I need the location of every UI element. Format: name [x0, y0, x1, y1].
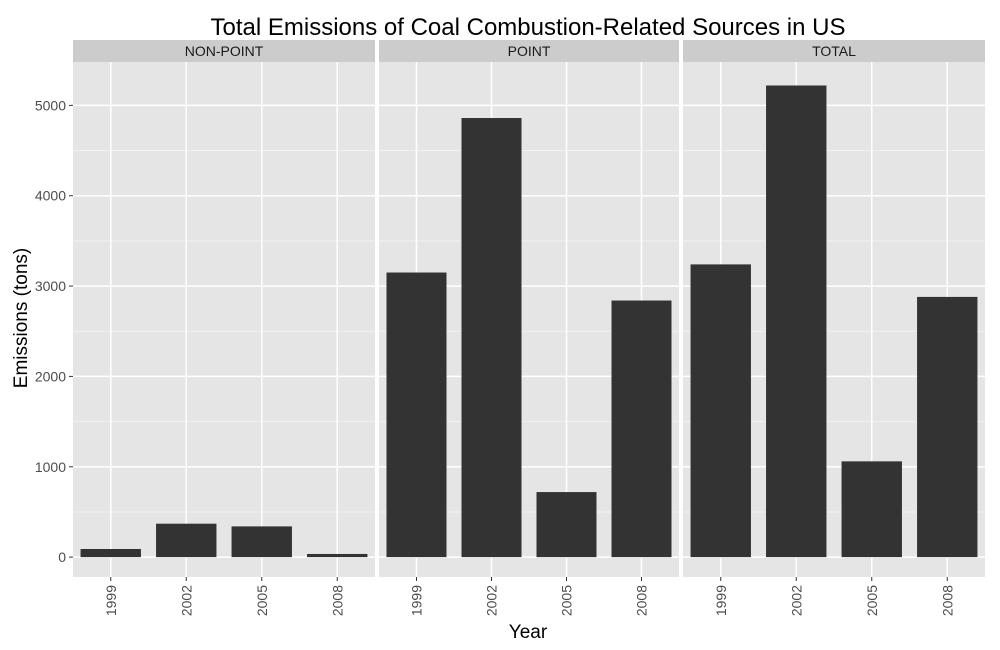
- x-tick-label: 1999: [713, 585, 729, 616]
- bar-non-point-2005: [231, 526, 292, 558]
- x-tick-label: 2005: [864, 585, 880, 616]
- y-tick-label: 0: [58, 549, 66, 565]
- facet-strip-label: POINT: [508, 43, 551, 59]
- bar-point-1999: [386, 272, 447, 558]
- facet-point: POINT 1999 2002 2005 2008: [379, 40, 679, 616]
- bar-point-2002: [461, 118, 522, 558]
- facet-panel-background: [73, 62, 375, 577]
- y-tick-label: 3000: [35, 278, 66, 294]
- y-tick-label: 5000: [35, 97, 66, 113]
- x-tick-label: 2005: [559, 585, 575, 616]
- x-tick-label: 2002: [484, 585, 500, 616]
- y-axis: 0 1000 2000 3000 4000 5000: [35, 97, 73, 565]
- facet-strip: [379, 40, 679, 62]
- facet-total: TOTAL 1999 2002 2005 2008: [683, 40, 985, 616]
- facet-strip: [73, 40, 375, 62]
- bar-total-1999: [690, 264, 751, 558]
- bar-total-2002: [766, 85, 827, 558]
- bar-non-point-2002: [156, 523, 217, 558]
- x-axis-title: Year: [509, 622, 548, 643]
- bar-non-point-2008: [307, 553, 368, 558]
- y-tick-label: 1000: [35, 459, 66, 475]
- facet-panels: NON-POINT 1999 2002 2005 2008 POINT 1999 2002 20…: [73, 40, 985, 616]
- bar-point-2008: [611, 300, 672, 558]
- facet-non-point: NON-POINT 1999 2002 2005 2008: [73, 40, 375, 616]
- x-tick-label: 2005: [254, 585, 270, 616]
- y-tick-label: 2000: [35, 368, 66, 384]
- y-tick-label: 4000: [35, 188, 66, 204]
- facet-strip: [683, 40, 985, 62]
- x-tick-label: 1999: [103, 585, 119, 616]
- bar-non-point-1999: [80, 548, 141, 558]
- x-tick-label: 2002: [788, 585, 804, 616]
- bar-point-2005: [536, 492, 597, 558]
- facet-strip-label: TOTAL: [812, 43, 856, 59]
- x-tick-label: 2002: [178, 585, 194, 616]
- bar-total-2008: [917, 296, 978, 558]
- x-tick-label: 2008: [634, 585, 650, 616]
- y-axis-title: Emissions (tons): [11, 248, 32, 388]
- bar-total-2005: [841, 461, 902, 558]
- facet-strip-label: NON-POINT: [185, 43, 264, 59]
- x-tick-label: 2008: [939, 585, 955, 616]
- x-tick-label: 2008: [329, 585, 345, 616]
- x-tick-label: 1999: [409, 585, 425, 616]
- chart-title: Total Emissions of Coal Combustion-Relat…: [211, 14, 846, 41]
